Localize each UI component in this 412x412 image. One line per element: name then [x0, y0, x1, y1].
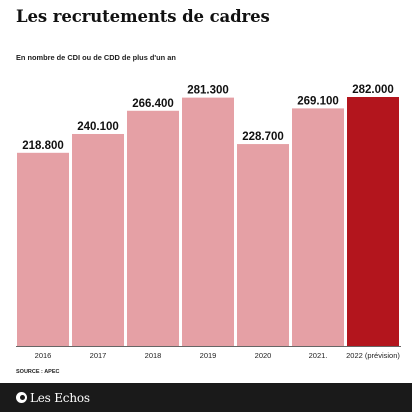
brand-name: Les Echos [30, 390, 90, 405]
brand-logo-icon [16, 392, 27, 403]
bar-2019 [182, 97, 234, 346]
bar-chart: 218.800 2016 240.100 2017 266.400 2018 281.300… [16, 84, 401, 360]
x-tick-label: 2020 [255, 351, 272, 360]
bar-2017 [72, 133, 124, 346]
x-tick-label: 2022 (prévision) [346, 351, 400, 360]
x-tick-label: 2021. [309, 351, 328, 360]
data-label: 228.700 [242, 131, 284, 143]
data-label: 269.100 [297, 95, 339, 107]
data-label: 282.000 [352, 84, 394, 96]
data-label: 218.800 [22, 140, 64, 152]
brand-logo[interactable]: Les Echos [16, 389, 90, 406]
data-label: 240.100 [77, 121, 119, 133]
data-label: 281.300 [187, 85, 229, 97]
data-label: 266.400 [132, 98, 174, 110]
bar-2018 [127, 110, 179, 346]
bar-2020 [237, 144, 289, 346]
bar-2016 [17, 152, 69, 346]
bar-2021. [292, 108, 344, 346]
x-tick-label: 2019 [200, 351, 217, 360]
x-tick-label: 2018 [145, 351, 162, 360]
chart-subtitle: En nombre de CDI ou de CDD de plus d'un … [16, 53, 176, 62]
x-tick-label: 2016 [35, 351, 52, 360]
bar-2022 (prévision) [347, 97, 399, 346]
chart-title: Les recrutements de cadres [16, 7, 270, 26]
source-note: SOURCE : APEC [16, 369, 60, 375]
footer-bar: Les Echos [0, 383, 412, 412]
x-tick-label: 2017 [90, 351, 107, 360]
